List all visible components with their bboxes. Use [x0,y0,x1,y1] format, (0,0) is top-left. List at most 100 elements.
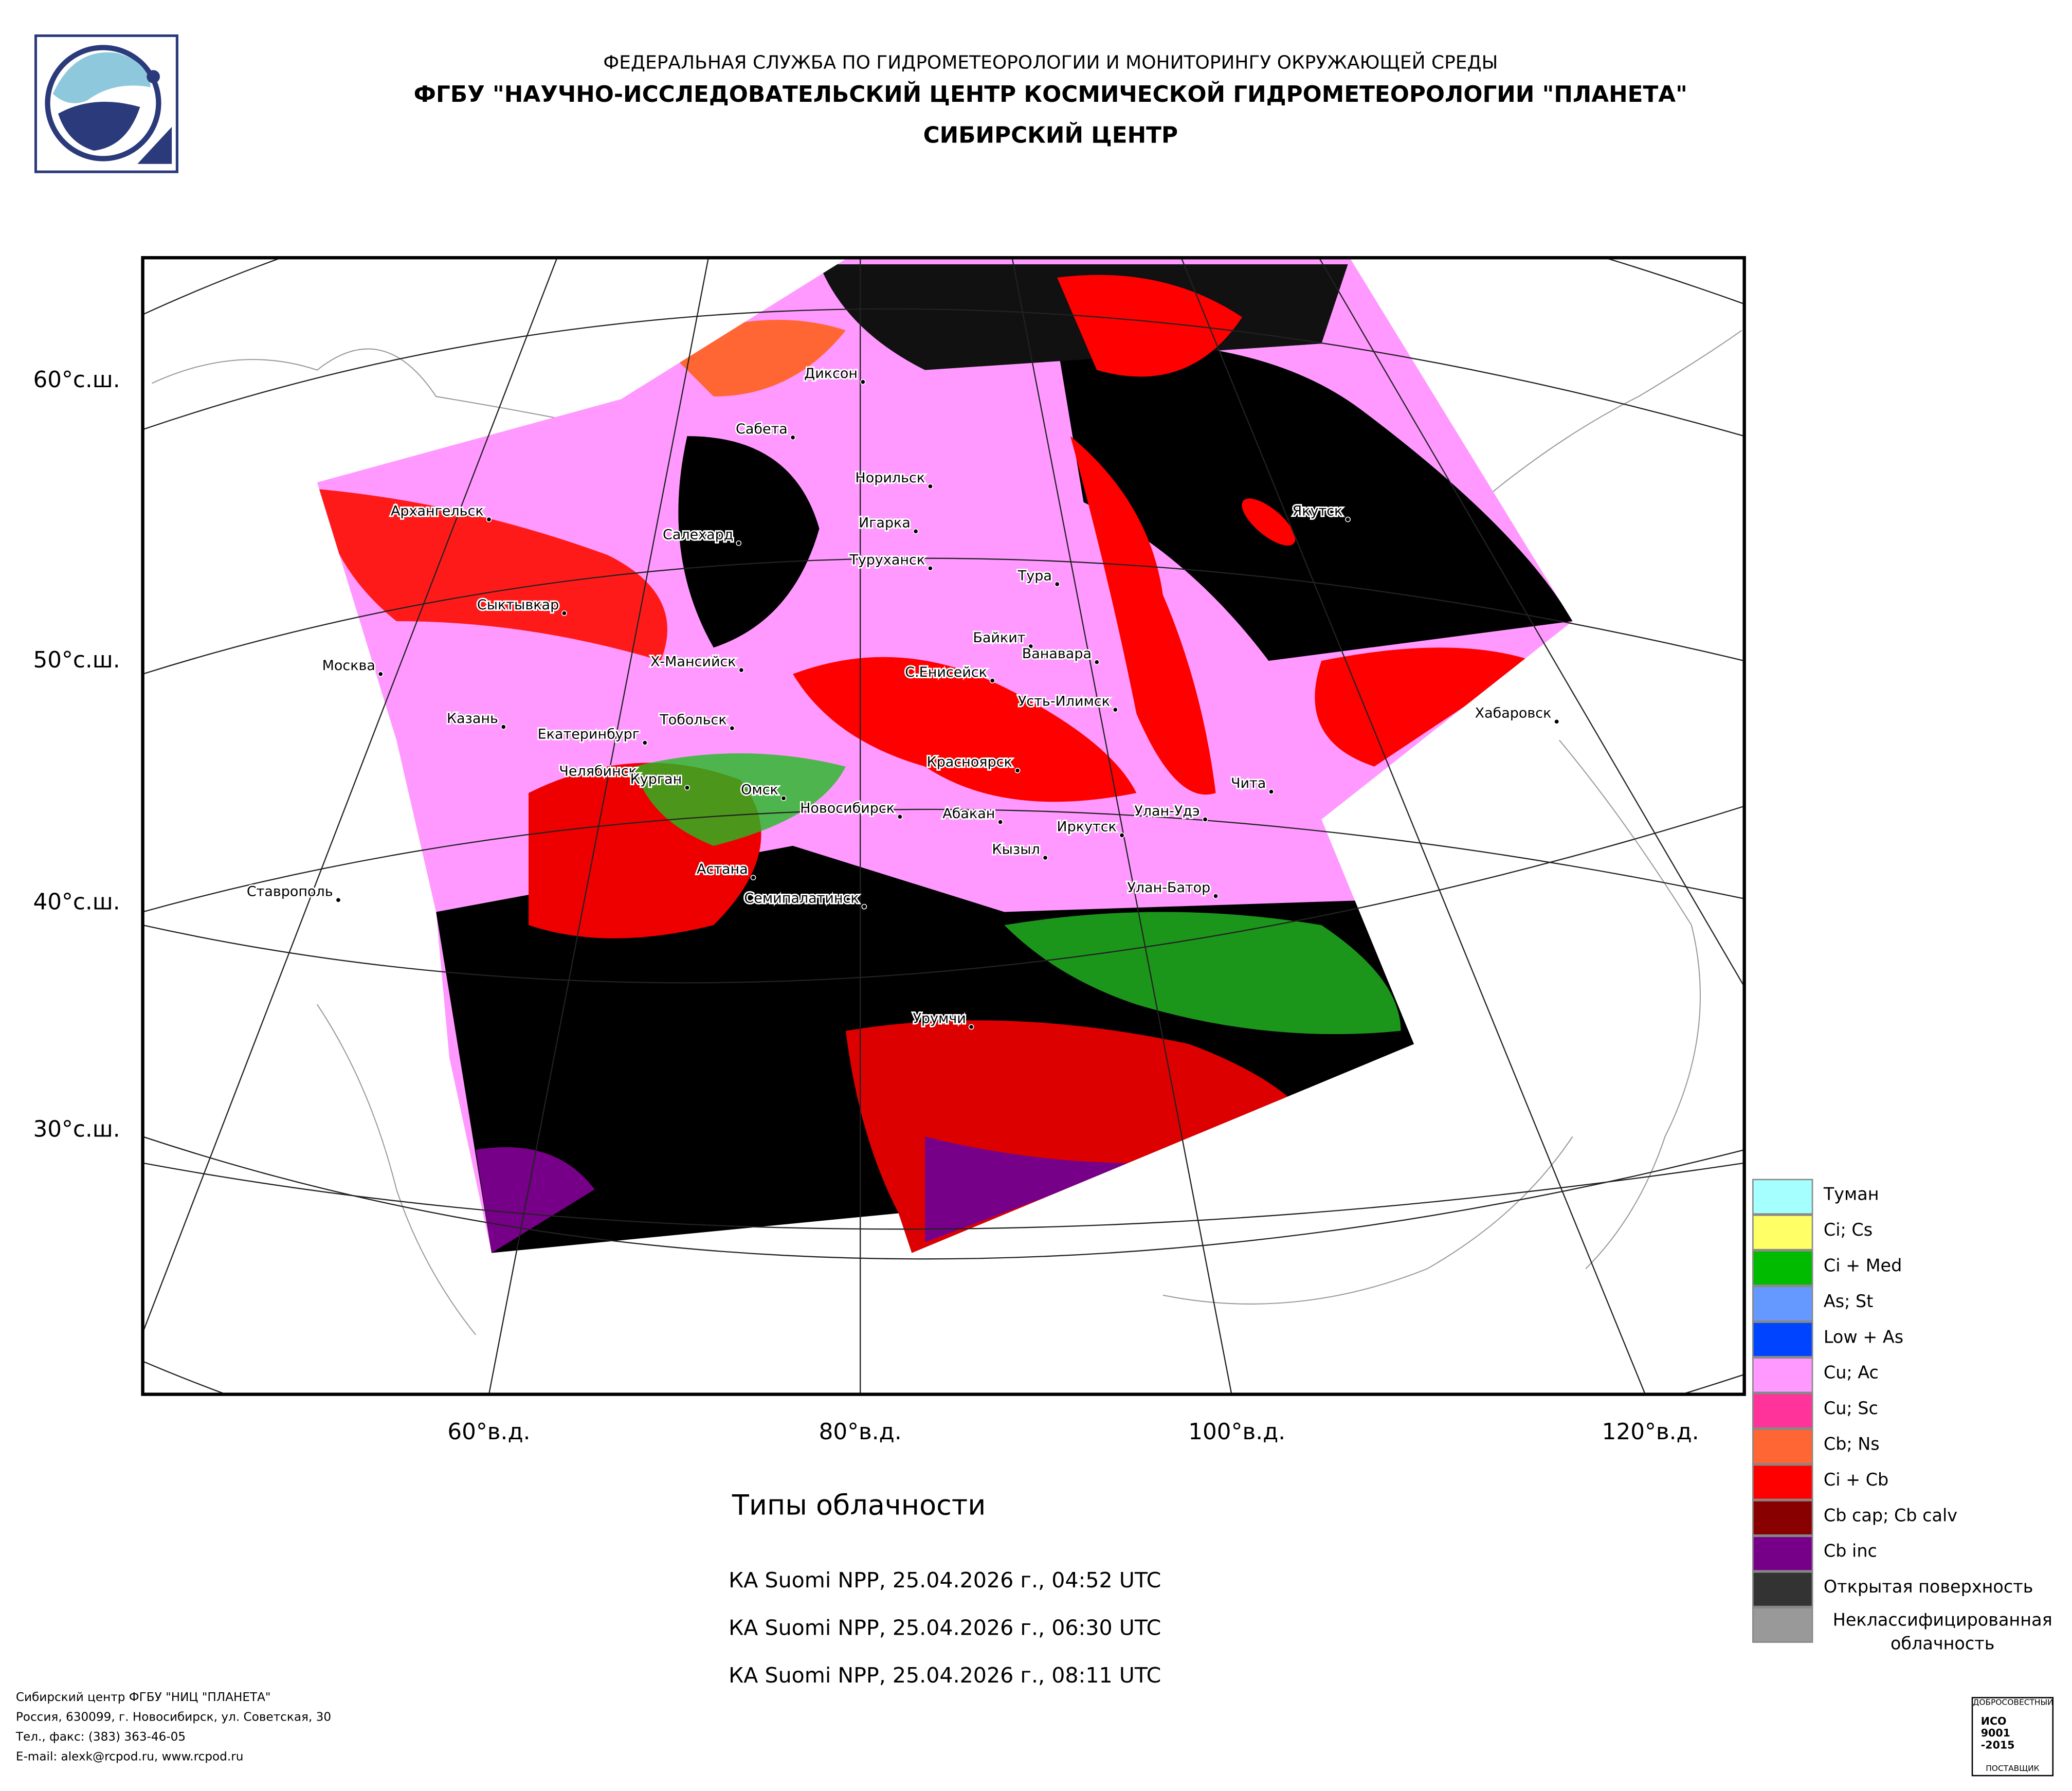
logo [34,34,178,173]
legend-label: Открытая поверхность [1823,1578,2033,1598]
city-label: Улан-Удэ [1134,803,1199,819]
city-label: Сыктывкар [477,597,559,613]
city-dot [738,667,744,673]
graticule [142,258,1744,1395]
legend-label: Туман [1823,1185,1879,1206]
city-dot [642,740,648,746]
legend-label: Cb inc [1823,1542,1877,1562]
legend-item: Cb; Ns [1752,1428,2061,1464]
legend-item: Cu; Sc [1752,1392,2061,1429]
legend-label: Cu; Sc [1823,1399,1878,1420]
city-dot [928,483,933,490]
city-label: Ванавара [1022,646,1092,662]
city-dot [1028,643,1034,649]
city-dot [897,813,903,820]
city-label: Сабета [736,421,788,437]
city-label: Х-Мансийск [650,654,736,670]
city-dot [1213,893,1219,899]
legend-swatch [1752,1357,1813,1393]
city-label: Абакан [942,806,995,822]
pass: КА Suomi NPP, 25.04.2026 г., 04:52 UTC [729,1567,1161,1593]
legend-swatch [1752,1286,1813,1322]
city-label: Челябинск [559,764,637,780]
cert-standard: ИСО 9001 -2015 [1980,1715,2015,1751]
cert-top: ДОБРОСОВЕСТНЫЙ [1973,1698,2053,1708]
legend-item: As; St [1752,1286,2061,1322]
city-dot [860,379,866,385]
agency: ФЕДЕРАЛЬНАЯ СЛУЖБА ПО ГИДРОМЕТЕОРОЛОГИИ … [603,52,1498,74]
legend-swatch [1752,1250,1813,1286]
city-dot [1112,707,1118,713]
legend-item: Туман [1752,1179,2061,1215]
city-dot [750,875,756,881]
city-dot [1014,768,1021,773]
legend-swatch [1752,1464,1813,1500]
city-label: Екатеринбург [538,727,640,743]
city-label: Новосибирск [800,801,895,817]
pass: КА Suomi NPP, 25.04.2026 г., 06:30 UTC [729,1615,1161,1640]
city-label: Семипалатинск [744,890,859,906]
city-label: Игарка [859,515,911,531]
legend-item: Cu; Ac [1752,1357,2061,1393]
pass: КА Suomi NPP, 25.04.2026 г., 08:11 UTC [729,1662,1161,1688]
city-label: Салехард [663,527,733,543]
city-dot [684,785,690,791]
city-label: Архангельск [391,503,484,519]
cert-bottom: ПОСТАВЩИК [1986,1764,2040,1774]
city-dot [989,678,995,684]
city-label: Омск [741,782,778,798]
lat-label: 30°с.ш. [33,1116,120,1142]
legend-label: Cb; Ns [1823,1435,1880,1455]
legend-item: Ci; Cs [1752,1215,2061,1251]
city-dot [1119,832,1125,838]
legend-swatch [1752,1571,1813,1607]
city-dot [486,516,492,522]
city-dot [913,528,919,534]
city-dot [377,671,384,677]
city-dot [1094,659,1100,665]
legend-label: As; St [1823,1292,1874,1313]
legend-label: Cu; Ac [1823,1364,1879,1384]
legend-swatch [1752,1215,1813,1251]
legend-swatch [1752,1535,1813,1571]
lon-label: 120°в.д. [1602,1419,1699,1445]
map-frame [141,256,1746,1396]
city-label: Астана [697,861,748,877]
cloud-imagery [317,259,1573,1253]
city-dot [790,435,796,441]
division: СИБИРСКИЙ ЦЕНТР [923,123,1178,150]
legend-item: Ci + Cb [1752,1464,2061,1500]
city-dot [1268,789,1274,794]
legend-label: Cb cap; Cb calv [1823,1507,1958,1527]
city-label: Москва [322,658,375,674]
city-label: Тура [1017,568,1052,584]
city-label: Усть-Илимск [1018,693,1110,709]
center: ФГБУ "НАУЧНО-ИССЛЕДОВАТЕЛЬСКИЙ ЦЕНТР КОС… [413,82,1687,108]
lat-label: 50°с.ш. [33,647,120,673]
legend-item: Cb cap; Cb calv [1752,1500,2061,1536]
legend-label: Low + As [1823,1328,1904,1348]
legend-item: Low + As [1752,1322,2061,1358]
city-dot [861,903,867,910]
city-label: Байкит [973,630,1025,646]
city-label: Казань [447,711,498,727]
city-dot [729,725,735,731]
footer-line: Тел., факс: (383) 363-46-05 [15,1731,186,1745]
city-label: Тобольск [659,712,726,728]
legend-swatch [1752,1428,1813,1464]
city-dot [1345,516,1351,522]
city-label: Улан-Батор [1127,880,1210,896]
footer: Сибирский центр ФГБУ "НИЦ "ПЛАНЕТА" Росси… [16,1689,331,1768]
certificate: ДОБРОСОВЕСТНЫЙ ИСО 9001 -2015 ПОСТАВЩИК [1971,1697,2054,1777]
city-label: Диксон [804,366,858,382]
legend-item: Неклассифицированная облачность [1752,1607,2061,1655]
city-dot [1554,718,1560,725]
legend-swatch [1752,1607,1813,1643]
city-dot [997,819,1004,825]
lon-label: 100°в.д. [1188,1419,1285,1445]
footer-line: E-mail: alexk@rcpod.ru, www.rcpod.ru [15,1751,244,1765]
city-label: Кызыл [992,841,1040,857]
coastlines [152,330,1742,1335]
legend-swatch [1752,1322,1813,1358]
